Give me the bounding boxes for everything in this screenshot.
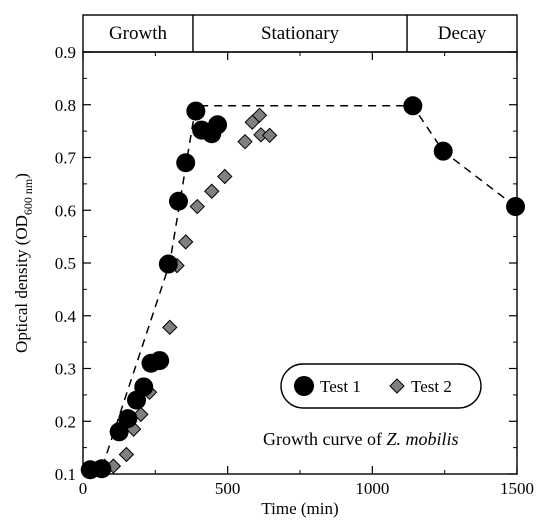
test2-point-8: [178, 234, 194, 250]
test1-point-14: [208, 115, 228, 135]
legend-test1-label: Test 1: [320, 377, 361, 396]
test2-point-12: [237, 133, 253, 150]
phase-band: Growth Stationary Decay: [82, 14, 518, 53]
phase-label-growth: Growth: [109, 23, 168, 44]
legend-frame: [280, 363, 482, 409]
test2-point-3: [133, 406, 149, 423]
phase-label-stationary: Stationary: [261, 23, 340, 44]
x-tick-label-3: 1500: [500, 479, 534, 498]
x-tick-label-1: 500: [215, 479, 241, 498]
x-axis-title: Time (min): [261, 499, 338, 518]
chart-annotation: Growth curve of Z. mobilis: [263, 429, 459, 449]
test2-point-10: [204, 183, 220, 199]
test1-point-9: [168, 191, 188, 211]
test1-point-10: [176, 153, 196, 173]
annotation-layer: Growth curve of Z. mobilis: [263, 429, 459, 449]
test2-point-15: [261, 127, 278, 144]
y-tick-label-5: 0.6: [55, 201, 76, 220]
y-axis-title-close: ): [12, 173, 31, 179]
y-tick-label-6: 0.7: [55, 149, 77, 168]
test1-point-5: [134, 377, 154, 397]
test1-point-1: [92, 459, 112, 479]
x-tick-label-0: 0: [79, 479, 88, 498]
x-tick-label-2: 1000: [355, 479, 389, 498]
legend-test2-marker: [389, 378, 405, 394]
test1-point-3: [118, 409, 138, 429]
y-tick-label-4: 0.5: [55, 254, 76, 273]
test2-point-1: [118, 446, 135, 463]
legend-test1-marker: [294, 376, 314, 396]
test1-point-15: [403, 96, 423, 116]
test2-point-6: [162, 319, 178, 336]
test1-point-7: [150, 351, 170, 371]
y-tick-label-7: 0.8: [55, 96, 76, 115]
legend-test2-label: Test 2: [411, 377, 452, 396]
annotation-text: Growth curve of: [263, 429, 386, 449]
legend: Test 1 Test 2: [280, 363, 482, 409]
trend-line: [90, 105, 517, 471]
test1-point-8: [158, 254, 178, 274]
test2-point-9: [189, 198, 205, 215]
test1-point-17: [506, 197, 526, 217]
test2-point-16: [251, 107, 268, 124]
annotation-organism: Z. mobilis: [386, 429, 458, 449]
y-axis-title-subscript: 600 nm: [21, 178, 35, 215]
trend-line-layer: [90, 105, 517, 471]
y-tick-label-1: 0.2: [55, 412, 76, 431]
test1-point-11: [186, 101, 206, 121]
phase-label-decay: Decay: [438, 23, 487, 44]
axes-layer: 0.1 0.2 0.3 0.4 0.5 0.6 0.7 0.8 0.9 0 500 1000 1500 T…: [12, 43, 534, 518]
y-axis-title-main: Optical density (OD: [12, 215, 31, 353]
data-points-layer: [80, 96, 526, 480]
test1-point-16: [433, 141, 453, 161]
plot-frame: [82, 51, 518, 475]
y-tick-label-0: 0.1: [55, 465, 76, 484]
y-axis-title: Optical density (OD600 nm): [12, 173, 35, 353]
y-tick-label-2: 0.3: [55, 360, 76, 379]
y-tick-label-3: 0.4: [55, 307, 77, 326]
test2-point-11: [217, 168, 233, 185]
y-tick-label-8: 0.9: [55, 43, 76, 62]
